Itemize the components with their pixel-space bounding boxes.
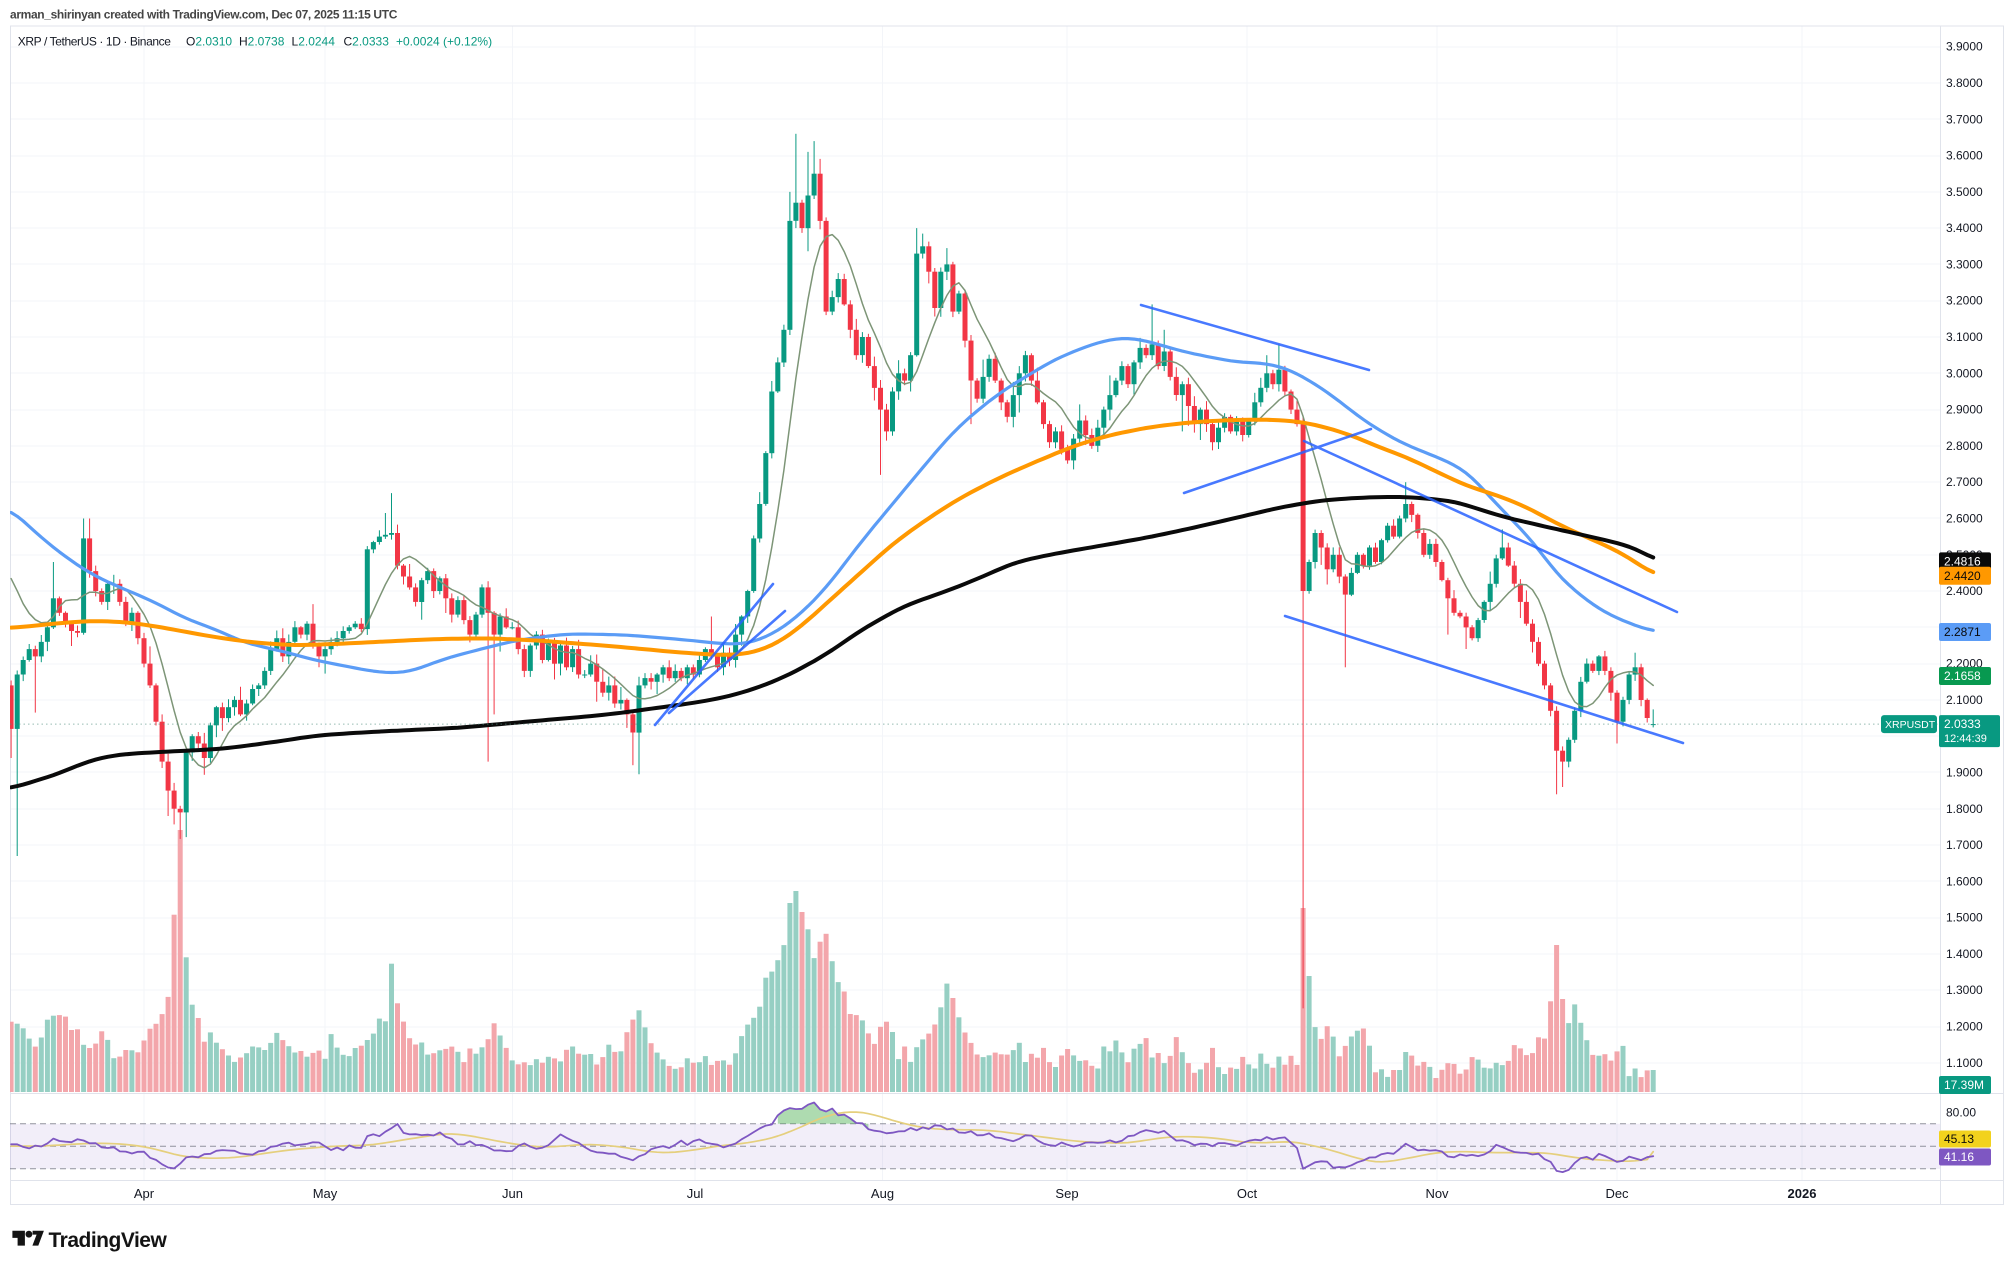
- svg-text:3.0000: 3.0000: [1946, 366, 1983, 380]
- svg-text:Jul: Jul: [687, 1186, 704, 1201]
- svg-text:2.1658: 2.1658: [1944, 669, 1981, 683]
- svg-text:Apr: Apr: [134, 1186, 155, 1201]
- svg-text:3.4000: 3.4000: [1946, 221, 1983, 235]
- svg-text:1.7000: 1.7000: [1946, 838, 1983, 852]
- svg-text:17.39M: 17.39M: [1944, 1078, 1984, 1092]
- svg-text:XRPUSDT: XRPUSDT: [1885, 719, 1936, 731]
- svg-text:2.4420: 2.4420: [1944, 569, 1981, 583]
- svg-text:arman_shirinyan created with T: arman_shirinyan created with TradingView…: [10, 8, 398, 22]
- svg-text:Oct: Oct: [1237, 1186, 1258, 1201]
- svg-text:3.7000: 3.7000: [1946, 112, 1983, 126]
- svg-text:45.13: 45.13: [1944, 1132, 1974, 1146]
- svg-text:2.9000: 2.9000: [1946, 403, 1983, 417]
- svg-text:2.1000: 2.1000: [1946, 693, 1983, 707]
- svg-text:1.3000: 1.3000: [1946, 983, 1983, 997]
- svg-text:3.1000: 3.1000: [1946, 330, 1983, 344]
- svg-text:1.8000: 1.8000: [1946, 802, 1983, 816]
- svg-text:O2.0310: O2.0310: [186, 35, 232, 49]
- svg-text:1.1000: 1.1000: [1946, 1056, 1983, 1070]
- svg-text:2.7000: 2.7000: [1946, 475, 1983, 489]
- svg-text:Aug: Aug: [871, 1186, 894, 1201]
- svg-text:Dec: Dec: [1605, 1186, 1629, 1201]
- svg-text:2.4816: 2.4816: [1944, 554, 1981, 568]
- svg-text:3.8000: 3.8000: [1946, 76, 1983, 90]
- svg-text:2.2871: 2.2871: [1944, 625, 1981, 639]
- svg-text:2.8000: 2.8000: [1946, 439, 1983, 453]
- svg-text:H2.0738: H2.0738: [239, 35, 285, 49]
- svg-text:Nov: Nov: [1425, 1186, 1449, 1201]
- svg-text:1.4000: 1.4000: [1946, 947, 1983, 961]
- svg-text:Sep: Sep: [1055, 1186, 1078, 1201]
- svg-text:L2.0244: L2.0244: [292, 35, 336, 49]
- svg-text:2.6000: 2.6000: [1946, 512, 1983, 526]
- svg-text:3.3000: 3.3000: [1946, 257, 1983, 271]
- svg-text:3.6000: 3.6000: [1946, 149, 1983, 163]
- svg-text:3.5000: 3.5000: [1946, 185, 1983, 199]
- svg-text:+0.0024 (+0.12%): +0.0024 (+0.12%): [396, 35, 492, 49]
- svg-text:3.9000: 3.9000: [1946, 40, 1983, 54]
- svg-text:2.0333: 2.0333: [1944, 717, 1981, 731]
- svg-text:1.2000: 1.2000: [1946, 1020, 1983, 1034]
- svg-text:80.00: 80.00: [1946, 1106, 1976, 1120]
- svg-text:Jun: Jun: [502, 1186, 523, 1201]
- svg-text:12:44:39: 12:44:39: [1944, 733, 1987, 745]
- svg-text:May: May: [313, 1186, 338, 1201]
- svg-text:TradingView: TradingView: [49, 1229, 168, 1252]
- svg-text:XRP / TetherUS · 1D · Binance: XRP / TetherUS · 1D · Binance: [18, 35, 171, 49]
- svg-text:1.6000: 1.6000: [1946, 874, 1983, 888]
- svg-text:2.4000: 2.4000: [1946, 584, 1983, 598]
- svg-text:3.2000: 3.2000: [1946, 294, 1983, 308]
- svg-text:C2.0333: C2.0333: [344, 35, 390, 49]
- svg-text:2026: 2026: [1788, 1186, 1817, 1201]
- svg-text:41.16: 41.16: [1944, 1150, 1974, 1164]
- svg-text:1.5000: 1.5000: [1946, 911, 1983, 925]
- svg-text:1.9000: 1.9000: [1946, 766, 1983, 780]
